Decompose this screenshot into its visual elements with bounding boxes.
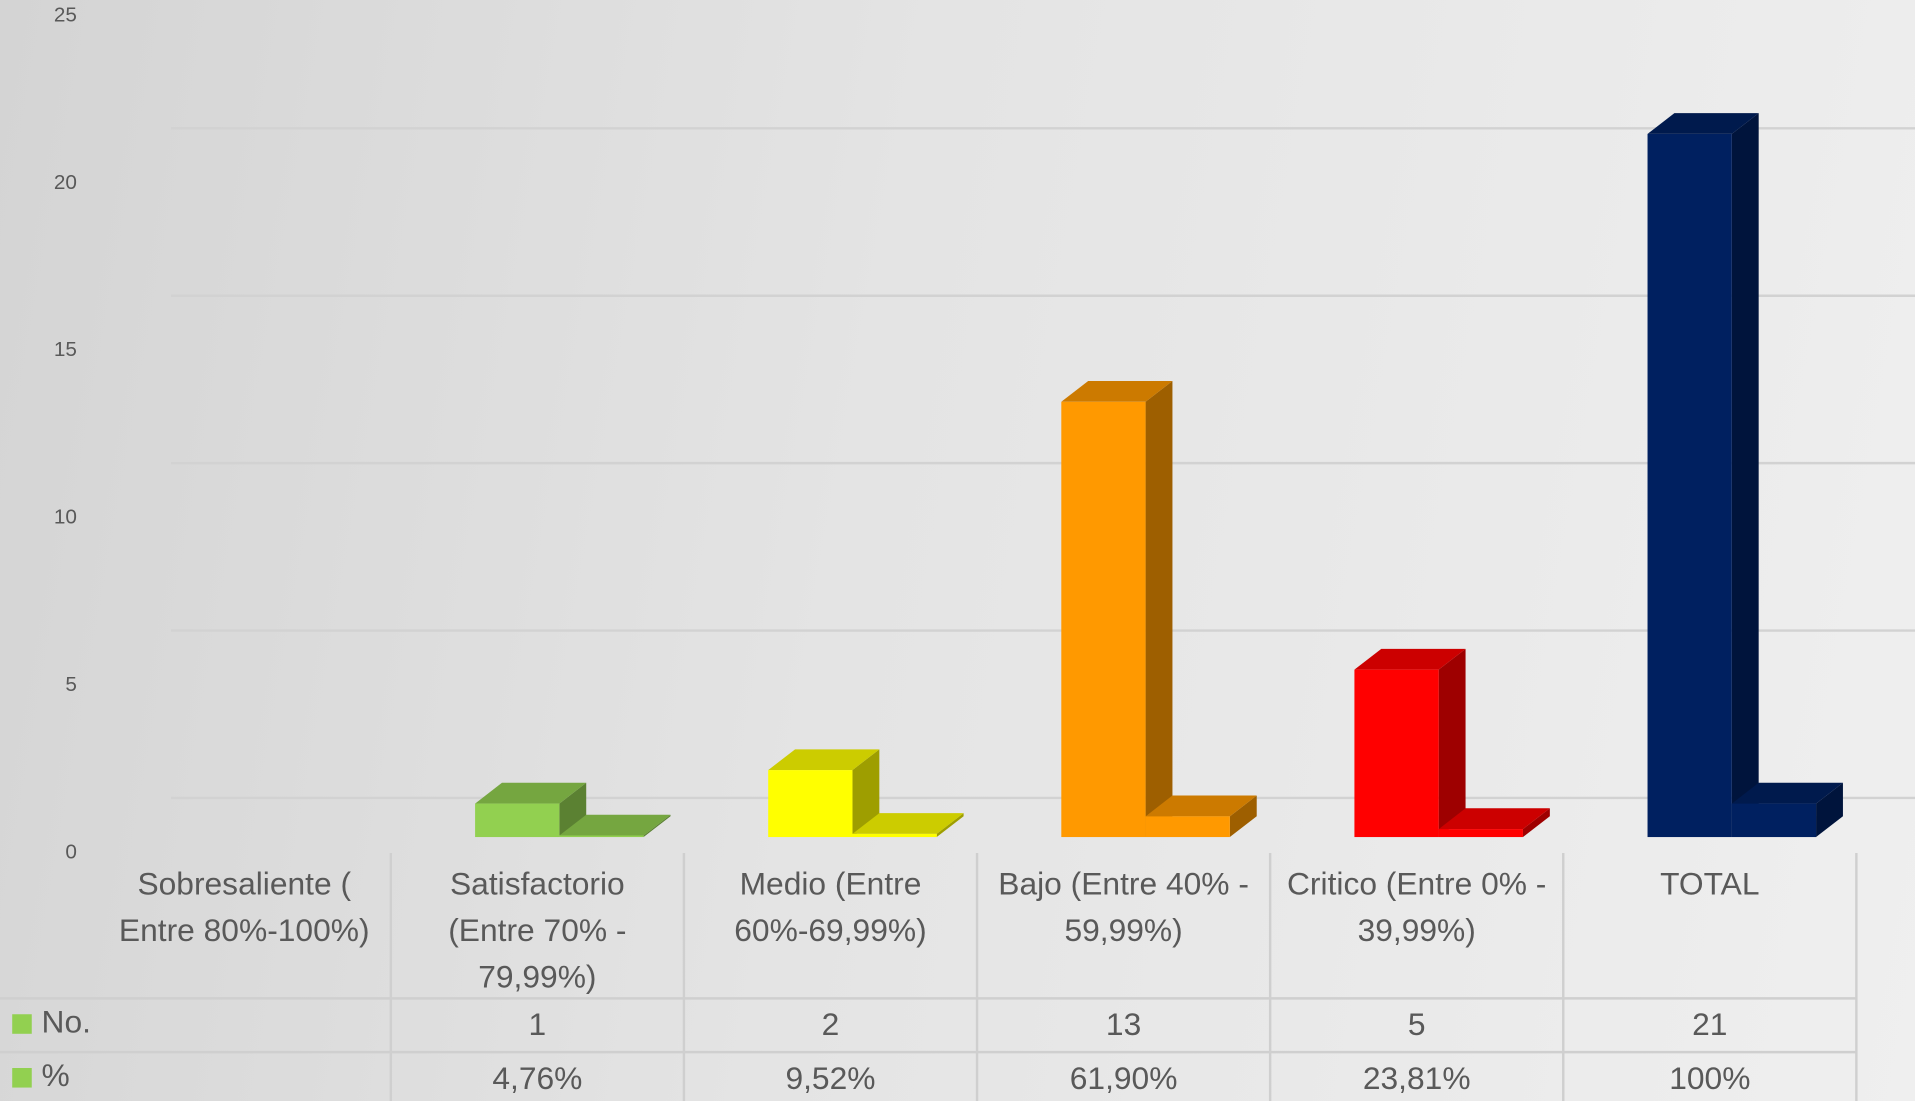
bar-top: [1145, 795, 1257, 817]
bar: [768, 749, 880, 838]
bar: [1061, 381, 1173, 838]
bar-top: [1438, 808, 1550, 830]
table-cell: 100%: [1669, 1059, 1751, 1097]
bar: [559, 814, 671, 838]
table-cell: 61,90%: [1069, 1059, 1178, 1097]
bar-top: [1731, 782, 1843, 804]
legend-key: [12, 1014, 32, 1034]
bar-side: [559, 782, 587, 838]
bar-front: [1354, 669, 1439, 838]
table-cell: 1: [528, 1005, 547, 1043]
bar-top: [475, 782, 587, 804]
bar-side: [1522, 808, 1550, 838]
bar-front: [475, 803, 560, 838]
category-label: Medio (Entre 60%-69,99%): [734, 865, 927, 949]
bar-front: [1438, 829, 1523, 838]
legend-label: No.: [42, 1003, 91, 1039]
table-cell: 13: [1105, 1005, 1142, 1043]
bar: [852, 813, 964, 838]
bar: [475, 782, 587, 838]
bar-side: [852, 749, 880, 838]
table-cell: 23,81%: [1362, 1059, 1471, 1097]
bar-top: [1354, 648, 1466, 670]
category-label: Critico (Entre 0% - 39,99%): [1287, 865, 1547, 949]
table-cell: 9,52%: [785, 1059, 876, 1097]
bar: [1731, 782, 1843, 838]
bar: [1354, 648, 1466, 838]
bar: [1647, 113, 1759, 838]
bar-side: [643, 814, 671, 838]
bar: [1145, 795, 1257, 838]
table-cell: 2: [821, 1005, 840, 1043]
bar-front: [768, 770, 853, 838]
bar-top: [1061, 381, 1173, 402]
bar-front: [852, 833, 937, 838]
legend-label: %: [42, 1057, 70, 1093]
y-tick-label: 20: [54, 171, 77, 194]
bar-top: [768, 749, 880, 771]
y-tick-label: 5: [65, 673, 77, 696]
category-label: Sobresaliente ( Entre 80%-100%): [118, 865, 370, 949]
bar-side: [1438, 648, 1466, 838]
bar-side: [1229, 795, 1257, 838]
bar-front: [1647, 133, 1732, 838]
category-label: Satisfactorio (Entre 70% - 79,99%): [448, 865, 627, 995]
table-cell: 21: [1692, 1005, 1728, 1043]
table-cell: 4,76%: [492, 1059, 583, 1097]
bar-front: [1061, 401, 1146, 838]
bar-side: [1816, 782, 1843, 838]
bar-top: [1647, 113, 1759, 134]
y-tick-label: 25: [54, 3, 77, 26]
y-tick-label: 15: [54, 338, 77, 361]
table-cell: 5: [1407, 1005, 1426, 1043]
category-label: TOTAL: [1660, 865, 1760, 902]
y-tick-label: 10: [54, 506, 77, 529]
bar-side: [936, 813, 964, 838]
bar: [1438, 808, 1550, 838]
legend-key: [12, 1068, 32, 1088]
bar-side: [1731, 113, 1759, 838]
bar-front: [1731, 803, 1817, 838]
y-tick-label: 0: [65, 840, 77, 863]
bar-top: [559, 814, 671, 836]
bar-side: [1145, 381, 1173, 838]
bar-front: [559, 835, 644, 838]
bar-top: [852, 813, 964, 834]
bar-front: [1145, 816, 1230, 838]
category-label: Bajo (Entre 40% - 59,99%): [998, 865, 1249, 949]
